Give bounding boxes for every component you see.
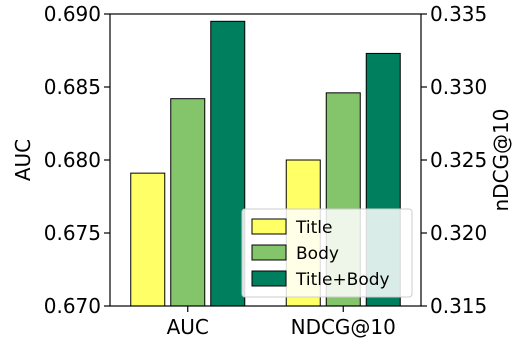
legend-items: Title Body Title+Body	[251, 218, 390, 290]
legend: Title Body Title+Body	[241, 208, 413, 298]
bar-title-auc	[130, 172, 166, 307]
x-tick-label: NDCG@10	[291, 315, 396, 339]
left-tick-label: 0.685	[44, 75, 101, 99]
ticks-layer: 0.670 0.675 0.680 0.685 0.690 0.315 0.320 0.325…	[44, 2, 488, 339]
bar-body-auc	[170, 98, 206, 307]
legend-swatch	[251, 218, 287, 235]
right-tick-label: 0.315	[430, 294, 487, 318]
right-tick-label: 0.335	[430, 2, 487, 26]
left-tick-label: 0.675	[44, 221, 101, 245]
legend-label: Title+Body	[295, 270, 390, 290]
left-tick-label: 0.680	[44, 148, 101, 172]
right-axis-title: nDCG@10	[489, 109, 513, 212]
left-tick-label: 0.670	[44, 294, 101, 318]
legend-label: Title	[295, 218, 332, 238]
left-tick-label: 0.690	[44, 2, 101, 26]
right-tick-label: 0.320	[430, 221, 487, 245]
legend-swatch	[251, 244, 287, 261]
legend-label: Body	[296, 244, 339, 264]
left-axis-title: AUC	[11, 139, 35, 181]
x-tick-label: AUC	[167, 315, 209, 339]
right-tick-label: 0.330	[430, 75, 487, 99]
legend-swatch	[251, 270, 287, 287]
right-tick-label: 0.325	[430, 148, 487, 172]
bar-title-body-auc	[210, 20, 246, 307]
